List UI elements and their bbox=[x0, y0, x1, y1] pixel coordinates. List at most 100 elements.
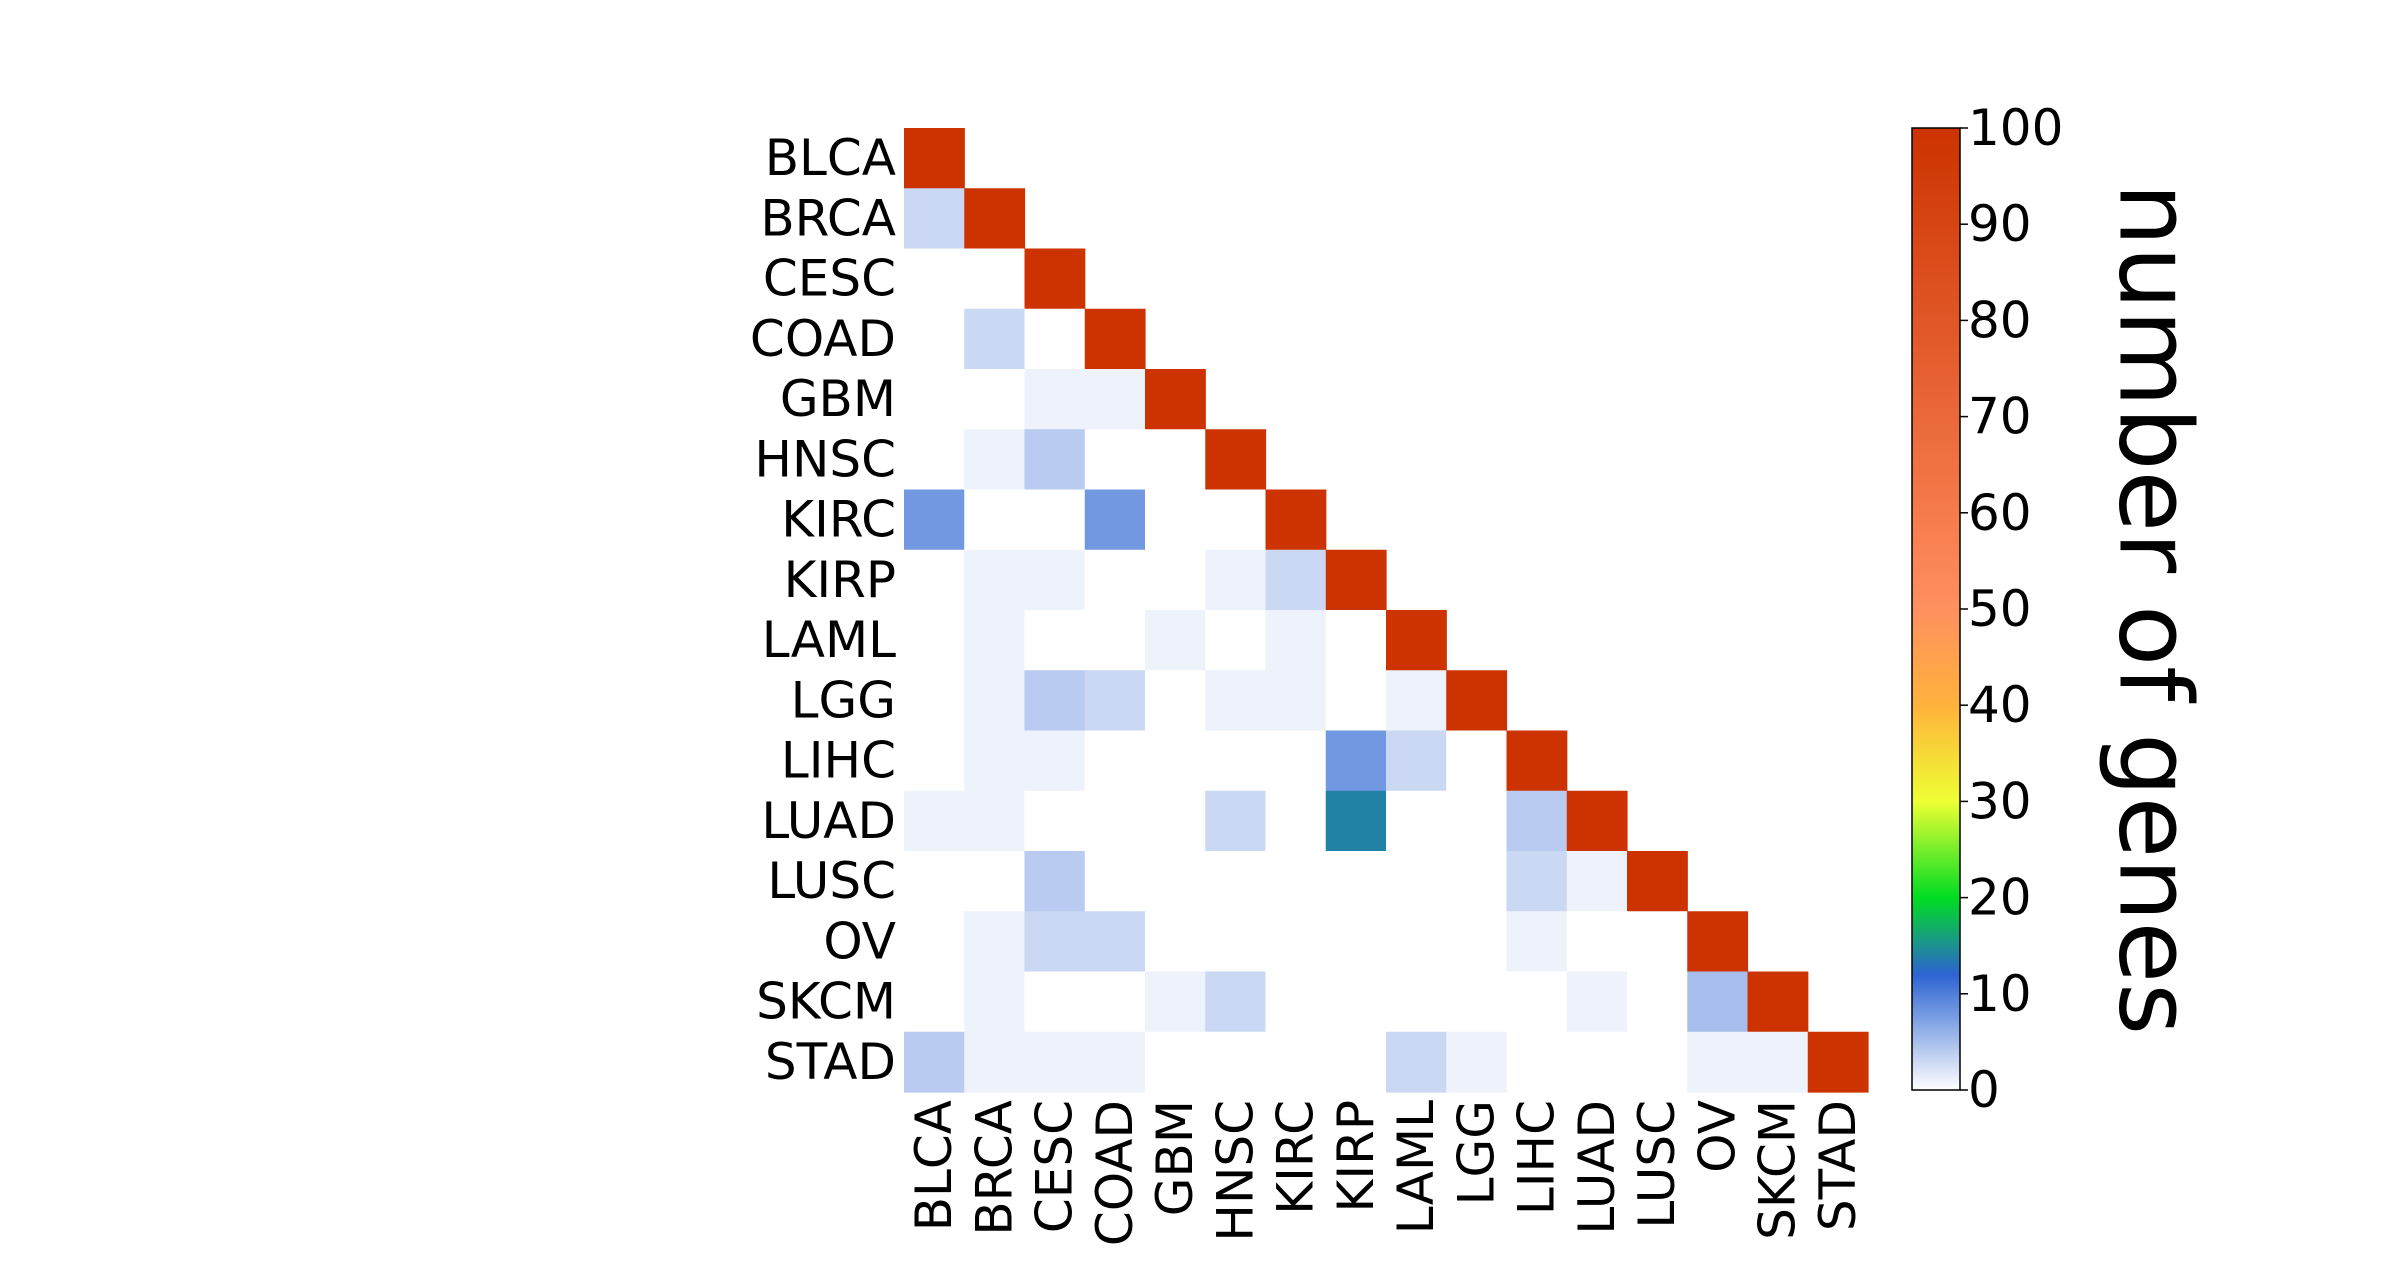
heatmap-cell-luad-gbm bbox=[1145, 790, 1206, 852]
heatmap-cell-skcm-ov bbox=[1687, 971, 1749, 1033]
heatmap-cell-kirc-hnsc bbox=[1205, 489, 1267, 551]
heatmap-cell-skcm-kirp bbox=[1325, 971, 1387, 1033]
heatmap-cell-stad-lihc bbox=[1506, 1031, 1568, 1093]
heatmap-cell-stad-kirp bbox=[1325, 1031, 1387, 1093]
heatmap-cell-stad-ov bbox=[1687, 1031, 1749, 1093]
heatmap-cell-stad-cesc bbox=[1024, 1031, 1086, 1093]
heatmap-cell-lusc-coad bbox=[1084, 851, 1146, 912]
heatmap-cell-lusc-lusc bbox=[1627, 851, 1688, 912]
heatmap-cell-skcm-skcm bbox=[1747, 971, 1809, 1033]
column-label-skcm: SKCM bbox=[1749, 1100, 1807, 1240]
heatmap-cell-laml-kirc bbox=[1265, 610, 1327, 671]
heatmap-cell-ov-cesc bbox=[1024, 911, 1086, 973]
heatmap-cell-kirp-blca bbox=[904, 549, 965, 611]
heatmap-cell-lgg-lgg bbox=[1446, 670, 1508, 732]
heatmap-cell-stad-kirc bbox=[1265, 1031, 1327, 1093]
row-label-laml: LAML bbox=[762, 611, 896, 669]
colorbar-label: number of genes bbox=[2097, 183, 2214, 1035]
heatmap-cell-lgg-cesc bbox=[1024, 670, 1086, 732]
colorbar: 0 10 20 30 40 50 60 70 80 90 100 number of genes bbox=[1911, 99, 2214, 1119]
heatmap-cell-kirp-kirc bbox=[1265, 549, 1327, 611]
heatmap-cell-hnsc-gbm bbox=[1145, 429, 1206, 491]
row-label-blca: BLCA bbox=[765, 129, 896, 187]
heatmap-cell-lusc-gbm bbox=[1145, 851, 1206, 912]
heatmap-cell-lihc-coad bbox=[1084, 730, 1146, 792]
column-label-kirc: KIRC bbox=[1267, 1100, 1325, 1215]
column-label-lusc: LUSC bbox=[1628, 1100, 1686, 1229]
heatmap-cell-laml-hnsc bbox=[1205, 610, 1267, 671]
heatmap-cell-lgg-kirp bbox=[1325, 670, 1387, 732]
column-label-hnsc: HNSC bbox=[1206, 1100, 1264, 1242]
column-label-gbm: GBM bbox=[1146, 1100, 1204, 1216]
heatmap-cell-hnsc-coad bbox=[1084, 429, 1146, 491]
colorbar-gradient bbox=[1911, 127, 1961, 1091]
heatmap-cell-lusc-lgg bbox=[1446, 851, 1508, 912]
heatmap-cell-stad-laml bbox=[1386, 1031, 1447, 1093]
column-label-coad: COAD bbox=[1086, 1100, 1144, 1246]
heatmap-cell-kirp-brca bbox=[964, 549, 1026, 611]
heatmap-cell-lihc-brca bbox=[964, 730, 1026, 792]
heatmap-cell-stad-luad bbox=[1566, 1031, 1628, 1093]
colorbar-tick-label-70: 70 bbox=[1968, 388, 2032, 446]
heatmap-cell-skcm-brca bbox=[964, 971, 1026, 1033]
heatmap-cell-stad-gbm bbox=[1145, 1031, 1206, 1093]
column-label-lihc: LIHC bbox=[1508, 1100, 1566, 1215]
heatmap-cell-kirc-coad bbox=[1084, 489, 1146, 551]
heatmap-cell-luad-lgg bbox=[1446, 790, 1508, 852]
heatmap-cell-lihc-blca bbox=[904, 730, 965, 792]
colorbar-tick-label-30: 30 bbox=[1968, 772, 2032, 830]
heatmap-cell-skcm-lgg bbox=[1446, 971, 1508, 1033]
heatmap-cell-laml-laml bbox=[1386, 610, 1447, 671]
heatmap-cell-ov-laml bbox=[1386, 911, 1447, 973]
heatmap-cell-kirp-kirp bbox=[1325, 549, 1387, 611]
heatmap-cell-laml-kirp bbox=[1325, 610, 1387, 671]
heatmap-cell-ov-gbm bbox=[1145, 911, 1206, 973]
row-label-gbm: GBM bbox=[780, 370, 896, 428]
column-label-lgg: LGG bbox=[1447, 1100, 1505, 1205]
heatmap-cell-laml-coad bbox=[1084, 610, 1146, 671]
heatmap-cell-ov-kirc bbox=[1265, 911, 1327, 973]
heatmap-cell-skcm-coad bbox=[1084, 971, 1146, 1033]
row-label-skcm: SKCM bbox=[756, 973, 896, 1031]
heatmap-cell-gbm-brca bbox=[964, 369, 1026, 430]
heatmap-cell-kirc-kirc bbox=[1265, 489, 1327, 551]
heatmap-cell-lihc-gbm bbox=[1145, 730, 1206, 792]
heatmap-cell-laml-gbm bbox=[1145, 610, 1206, 671]
heatmap-cell-hnsc-brca bbox=[964, 429, 1026, 491]
heatmap-cell-stad-hnsc bbox=[1205, 1031, 1267, 1093]
heatmap-cell-ov-luad bbox=[1566, 911, 1628, 973]
heatmap-cell-lgg-gbm bbox=[1145, 670, 1206, 732]
heatmap-cell-cesc-brca bbox=[964, 248, 1026, 310]
heatmap-cell-skcm-luad bbox=[1566, 971, 1628, 1033]
heatmap-cell-stad-brca bbox=[964, 1031, 1026, 1093]
heatmap-cell-lgg-laml bbox=[1386, 670, 1447, 732]
heatmap-cell-lgg-coad bbox=[1084, 670, 1146, 732]
colorbar-tick-label-100: 100 bbox=[1968, 99, 2063, 157]
colorbar-tick-label-0: 0 bbox=[1968, 1061, 2000, 1119]
heatmap-cell-skcm-laml bbox=[1386, 971, 1447, 1033]
heatmap-cell-stad-lusc bbox=[1627, 1031, 1688, 1093]
row-label-coad: COAD bbox=[750, 310, 896, 368]
heatmap-cell-lgg-blca bbox=[904, 670, 965, 732]
heatmap-cell-ov-kirp bbox=[1325, 911, 1387, 973]
column-label-kirp: KIRP bbox=[1327, 1100, 1385, 1212]
heatmap-cell-lusc-hnsc bbox=[1205, 851, 1267, 912]
row-label-lgg: LGG bbox=[791, 671, 896, 729]
heatmap-cell-hnsc-cesc bbox=[1024, 429, 1086, 491]
colorbar-tick-label-50: 50 bbox=[1968, 580, 2032, 638]
heatmap-cell-luad-hnsc bbox=[1205, 790, 1267, 852]
heatmap-cell-kirc-cesc bbox=[1024, 489, 1086, 551]
heatmap-cell-gbm-gbm bbox=[1145, 369, 1206, 430]
heatmap-cell-ov-coad bbox=[1084, 911, 1146, 973]
heatmap-cell-luad-blca bbox=[904, 790, 965, 852]
row-label-cesc: CESC bbox=[763, 250, 896, 308]
column-label-blca: BLCA bbox=[905, 1100, 963, 1231]
heatmap-cell-coad-blca bbox=[904, 308, 965, 370]
heatmap-cell-lusc-cesc bbox=[1024, 851, 1086, 912]
heatmap-cell-lihc-cesc bbox=[1024, 730, 1086, 792]
heatmap-cell-luad-brca bbox=[964, 790, 1026, 852]
row-label-luad: LUAD bbox=[761, 792, 896, 850]
heatmap-cell-hnsc-hnsc bbox=[1205, 429, 1267, 491]
heatmap-cell-kirp-coad bbox=[1084, 549, 1146, 611]
